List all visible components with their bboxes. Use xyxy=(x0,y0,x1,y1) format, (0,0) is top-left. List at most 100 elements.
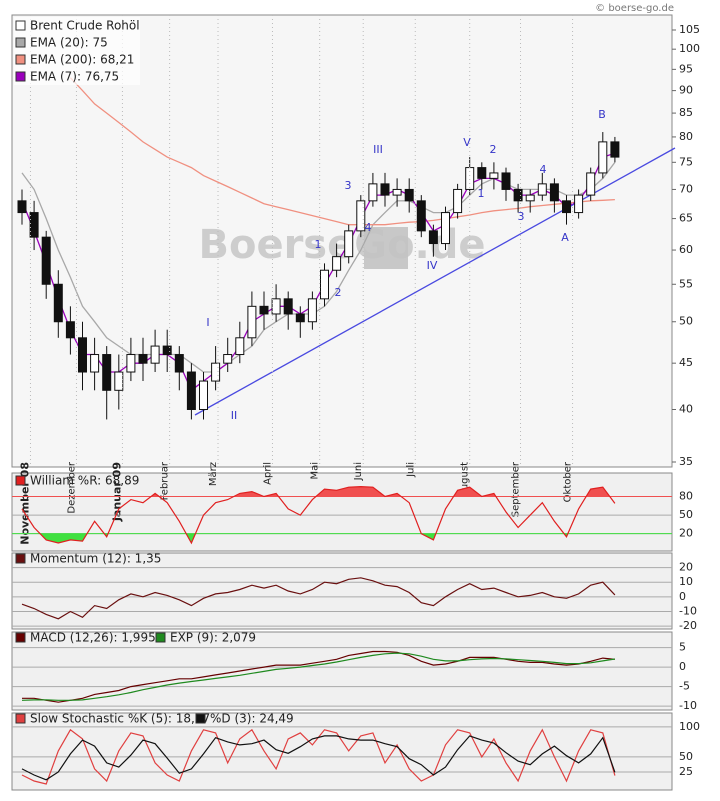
y-tick-label: 85 xyxy=(679,106,693,119)
legend-swatch xyxy=(155,632,166,643)
candle-body xyxy=(283,298,293,315)
x-tick-label: Februar xyxy=(160,461,171,500)
y-tick-label: 5 xyxy=(679,641,686,654)
candle-body xyxy=(186,371,196,410)
wave-label: II xyxy=(231,409,238,422)
y-tick-label: 50 xyxy=(679,750,693,763)
y-tick-label: 65 xyxy=(679,212,693,225)
legend-label: MACD (12,26): 1,995 xyxy=(30,631,156,645)
y-tick-label: 90 xyxy=(679,84,693,97)
wave-label: III xyxy=(373,143,383,156)
y-tick-label: 100 xyxy=(679,720,700,733)
wave-label: B xyxy=(598,108,606,121)
legend-label: %D (3): 24,49 xyxy=(210,712,294,726)
wave-label: IV xyxy=(427,259,438,272)
candle-body xyxy=(138,354,148,364)
indicator-line xyxy=(21,652,615,701)
candle-body xyxy=(126,354,136,373)
legend-label: Slow Stochastic %K (5): 18,87 xyxy=(30,712,210,726)
y-tick-label: 50 xyxy=(679,315,693,328)
x-tick-label: Dezember xyxy=(66,461,77,513)
y-tick-label: 35 xyxy=(679,455,693,468)
wave-label: 2 xyxy=(335,286,342,299)
candle-body xyxy=(465,167,475,190)
candle-body xyxy=(271,298,281,315)
candle-body xyxy=(356,200,366,232)
y-tick-label: -20 xyxy=(679,619,697,632)
wave-label: 3 xyxy=(518,210,525,223)
candle-body xyxy=(453,188,463,214)
candle-body xyxy=(53,283,63,323)
candle-body xyxy=(525,194,535,202)
candle-body xyxy=(586,172,596,196)
threshold-fill xyxy=(22,533,615,543)
candle-body xyxy=(102,354,112,391)
y-tick-label: 55 xyxy=(679,277,693,290)
legend-label: EMA (20): 75 xyxy=(30,36,108,50)
panel xyxy=(11,472,673,552)
x-tick-label: Oktober xyxy=(563,461,574,502)
x-tick-label: Mai xyxy=(310,462,321,480)
legend-swatch xyxy=(15,71,26,82)
y-tick-label: 0 xyxy=(679,590,686,603)
candle-body xyxy=(392,188,402,196)
indicator-line xyxy=(21,485,616,545)
wave-label: 2 xyxy=(490,143,497,156)
candle-body xyxy=(562,200,571,214)
wave-label: V xyxy=(463,136,471,149)
legend-label: EMA (7): 76,75 xyxy=(30,70,119,84)
y-tick-label: 60 xyxy=(679,243,693,256)
y-tick-label: 45 xyxy=(679,356,693,369)
candle-body xyxy=(211,362,221,382)
y-tick-label: 50 xyxy=(679,508,693,521)
legend-swatch xyxy=(15,553,26,564)
x-tick-label: März xyxy=(208,462,219,486)
plot-area xyxy=(17,77,620,420)
candle-body xyxy=(259,305,269,315)
legend-swatch xyxy=(15,20,26,31)
x-tick-label: August xyxy=(460,462,471,497)
candle-body xyxy=(150,345,160,364)
panel xyxy=(11,552,673,630)
y-tick-label: 100 xyxy=(679,42,700,55)
candle-body xyxy=(235,337,245,356)
y-tick-label: 95 xyxy=(679,62,693,75)
candle-body xyxy=(368,183,378,202)
legend-label: William %R: 68,89 xyxy=(30,474,139,488)
wave-label: I xyxy=(206,316,209,329)
x-tick-label: September xyxy=(511,461,522,517)
candle-body xyxy=(477,167,487,179)
candle-body xyxy=(489,172,499,179)
ema-line xyxy=(21,161,616,373)
legend-swatch xyxy=(15,475,26,486)
x-tick-label: Juni xyxy=(353,462,364,481)
legend-swatch xyxy=(15,37,26,48)
candle-body xyxy=(598,141,608,174)
y-tick-label: -10 xyxy=(679,699,697,712)
candle-body xyxy=(320,269,329,300)
indicator-line xyxy=(21,577,616,620)
candle-body xyxy=(501,172,511,190)
y-tick-label: 105 xyxy=(679,23,700,36)
watermark: BoerseGo.de xyxy=(198,222,485,268)
y-tick-label: 80 xyxy=(679,490,693,503)
y-tick-label: -5 xyxy=(679,680,690,693)
candle-body xyxy=(441,212,450,245)
watermark-box xyxy=(364,227,408,269)
candle-body xyxy=(610,141,620,158)
y-tick-label: 20 xyxy=(679,561,693,574)
ema-line xyxy=(69,77,615,226)
candle-body xyxy=(78,337,87,373)
y-tick-label: 40 xyxy=(679,402,693,415)
candle-body xyxy=(223,354,233,364)
candle-body xyxy=(29,212,39,238)
wave-label: A xyxy=(561,231,569,244)
candle-body xyxy=(513,188,523,202)
panel xyxy=(11,631,673,711)
y-tick-label: 75 xyxy=(679,155,693,168)
candle-body xyxy=(90,354,100,373)
wave-label: 4 xyxy=(365,221,372,234)
candle-body xyxy=(65,321,75,339)
candle-body xyxy=(574,194,584,214)
